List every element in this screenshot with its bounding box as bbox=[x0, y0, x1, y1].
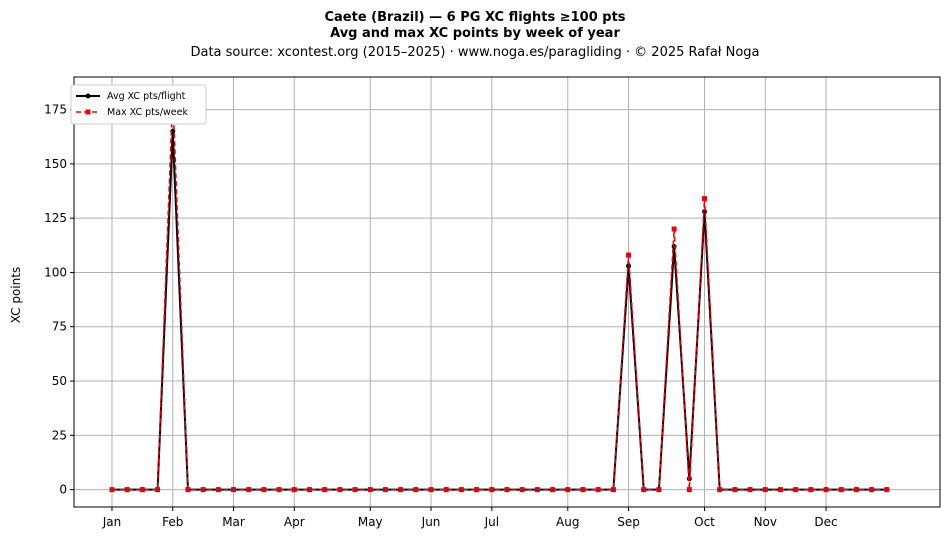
point-max bbox=[124, 487, 130, 493]
y-tick-label: 150 bbox=[44, 157, 67, 171]
point-max bbox=[215, 487, 221, 493]
point-max bbox=[474, 487, 480, 493]
grid-lines bbox=[74, 77, 940, 507]
point-max bbox=[246, 487, 252, 493]
point-max bbox=[504, 487, 510, 493]
legend-avg-marker bbox=[85, 93, 91, 99]
x-tick-label: Jan bbox=[102, 515, 122, 529]
point-max bbox=[626, 252, 632, 258]
x-tick-label: Apr bbox=[284, 515, 305, 529]
point-max bbox=[306, 487, 312, 493]
series-line-avg bbox=[111, 130, 887, 491]
point-max bbox=[185, 487, 191, 493]
point-max bbox=[777, 487, 783, 493]
point-max bbox=[838, 487, 844, 493]
point-max bbox=[291, 487, 297, 493]
point-max bbox=[610, 487, 616, 493]
y-tick-label: 125 bbox=[44, 211, 67, 225]
point-max bbox=[641, 487, 647, 493]
y-tick-label: 0 bbox=[59, 483, 67, 497]
point-max bbox=[884, 487, 890, 493]
x-tick-label: Feb bbox=[162, 515, 183, 529]
point-max bbox=[109, 487, 115, 493]
point-max bbox=[489, 487, 495, 493]
point-max bbox=[139, 487, 145, 493]
point-max bbox=[458, 487, 464, 493]
y-tick-label: 75 bbox=[52, 320, 67, 334]
y-tick-label: 175 bbox=[44, 103, 67, 117]
point-max bbox=[231, 487, 237, 493]
x-tick-label: Oct bbox=[694, 515, 715, 529]
point-max bbox=[853, 487, 859, 493]
series-line-max bbox=[111, 93, 887, 491]
point-max bbox=[155, 487, 161, 493]
point-max bbox=[702, 196, 708, 202]
point-max bbox=[398, 487, 404, 493]
x-tick-label: May bbox=[358, 515, 383, 529]
point-max bbox=[276, 487, 282, 493]
plot-frame bbox=[73, 76, 941, 508]
y-axis-ticks: 0 25 50 75 100 125 150 175 bbox=[44, 103, 74, 497]
x-tick-label: Aug bbox=[556, 515, 579, 529]
point-max bbox=[717, 487, 723, 493]
point-max bbox=[732, 487, 738, 493]
point-max bbox=[443, 487, 449, 493]
point-max bbox=[367, 487, 373, 493]
y-tick-label: 50 bbox=[52, 374, 67, 388]
chart-source: Data source: xcontest.org (2015–2025) · … bbox=[190, 45, 759, 60]
point-max bbox=[261, 487, 267, 493]
point-max bbox=[534, 487, 540, 493]
point-max bbox=[595, 487, 601, 493]
point-max bbox=[580, 487, 586, 493]
point-max bbox=[656, 487, 662, 493]
series-layer bbox=[109, 91, 890, 493]
y-axis-label: XC points bbox=[9, 267, 23, 323]
point-max bbox=[869, 487, 875, 493]
point-max bbox=[352, 487, 358, 493]
chart-title: Caete (Brazil) — 6 PG XC flights ≥100 pt… bbox=[324, 10, 625, 25]
point-max bbox=[565, 487, 571, 493]
point-max bbox=[686, 487, 692, 493]
x-tick-label: Mar bbox=[222, 515, 245, 529]
point-max bbox=[337, 487, 343, 493]
chart-subtitle: Avg and max XC points by week of year bbox=[330, 26, 620, 41]
point-max bbox=[823, 487, 829, 493]
point-max bbox=[550, 487, 556, 493]
point-max bbox=[808, 487, 814, 493]
legend: Avg XC pts/flight Max XC pts/week bbox=[70, 84, 207, 125]
point-max bbox=[428, 487, 434, 493]
point-max bbox=[747, 487, 753, 493]
x-tick-label: Nov bbox=[754, 515, 777, 529]
legend-max-marker bbox=[85, 109, 91, 115]
point-max bbox=[793, 487, 799, 493]
legend-box bbox=[70, 84, 207, 125]
legend-max-label: Max XC pts/week bbox=[107, 107, 188, 118]
y-tick-label: 25 bbox=[52, 428, 67, 442]
x-tick-label: Jul bbox=[484, 515, 499, 529]
x-tick-label: Sep bbox=[617, 515, 640, 529]
legend-avg-label: Avg XC pts/flight bbox=[107, 91, 186, 102]
y-tick-label: 100 bbox=[44, 265, 67, 279]
x-axis-ticks: Jan Feb Mar Apr May Jun Jul Aug Sep Oct Nov Dec bbox=[102, 507, 838, 529]
point-max bbox=[382, 487, 388, 493]
point-max bbox=[200, 487, 206, 493]
point-max bbox=[519, 487, 525, 493]
point-max bbox=[413, 487, 419, 493]
point-max bbox=[322, 487, 328, 493]
x-tick-label: Jun bbox=[421, 515, 441, 529]
point-max bbox=[762, 487, 768, 493]
point-max bbox=[671, 226, 677, 232]
x-tick-label: Dec bbox=[814, 515, 837, 529]
